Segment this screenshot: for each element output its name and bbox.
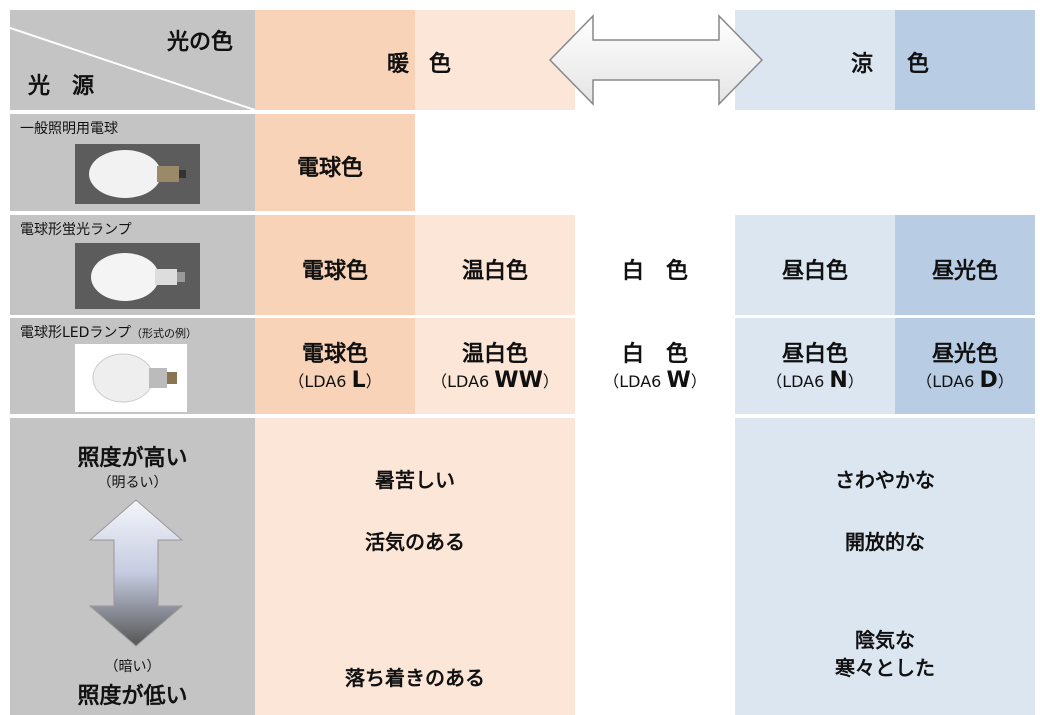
header-warm-2: 色	[415, 10, 575, 110]
header-cool: 涼	[850, 52, 873, 77]
double-arrow	[548, 14, 764, 106]
cell: 昼光色	[895, 215, 1035, 315]
row-label-cell: 一般照明用電球	[10, 114, 255, 211]
model-part: （LDA6	[288, 372, 352, 391]
impression: 活気のある	[365, 530, 465, 554]
impression: 陰気な	[855, 628, 915, 652]
cell-text: 温白色	[461, 342, 528, 367]
header-cool-2: 色	[895, 10, 1035, 110]
header-light-color: 光の色	[166, 30, 233, 55]
cell: 電球色	[255, 114, 415, 211]
header-warm: 暖	[386, 52, 409, 77]
model-part: （LDA6	[916, 372, 980, 391]
row-label: 電球形蛍光ランプ	[20, 222, 132, 238]
diagonal	[10, 27, 255, 110]
row-label-main: 電球形LEDランプ	[20, 325, 132, 341]
vertical-arrow	[88, 499, 184, 647]
header-cool: 色	[907, 52, 930, 77]
cell: 昼白色 （LDA6 N）	[735, 318, 895, 414]
cell-text: 電球色	[297, 156, 364, 181]
model-part: N	[829, 368, 848, 393]
model-part: ）	[690, 372, 707, 391]
row-label: 電球形LEDランプ（形式の例）	[20, 322, 197, 342]
model-part: （LDA6	[603, 372, 667, 391]
impression: 落ち着きのある	[345, 666, 485, 690]
row-label-cell: 電球形蛍光ランプ	[10, 215, 255, 315]
model-part: ）	[542, 372, 559, 391]
bulb-image	[75, 243, 200, 309]
warm-impressions: 暑苦しい 活気のある 落ち着きのある	[255, 418, 575, 715]
header-source: 光 源	[28, 74, 95, 99]
cell-text: 昼光色	[931, 342, 998, 367]
cell-text: 白 色	[621, 259, 688, 284]
model: （LDA6 W）	[575, 368, 735, 393]
model-part: （LDA6	[766, 372, 830, 391]
header-warm-1: 暖	[255, 10, 415, 110]
row-label: 一般照明用電球	[20, 121, 118, 137]
impression: 暑苦しい	[375, 468, 455, 492]
model: （LDA6 L）	[255, 368, 415, 393]
impression: 開放的な	[845, 530, 925, 554]
bulb-image	[75, 144, 200, 204]
cell-text: 昼白色	[781, 259, 848, 284]
low-label: 照度が低い	[77, 684, 188, 709]
cell: 昼光色 （LDA6 D）	[895, 318, 1035, 414]
impression: 寒々とした	[835, 656, 935, 680]
cell-text: 温白色	[461, 259, 528, 284]
row-label-note: （形式の例）	[131, 327, 198, 340]
header-warm: 色	[429, 52, 452, 77]
model: （LDA6 N）	[735, 368, 895, 393]
model-part: （LDA6	[431, 372, 495, 391]
cell: 白 色	[575, 215, 735, 315]
high-note: （明るい）	[97, 475, 168, 491]
low-note: （暗い）	[104, 659, 161, 675]
cell: 電球色 （LDA6 L）	[255, 318, 415, 414]
model-part: ）	[847, 372, 864, 391]
cell: 白 色（LDA6 W）	[575, 318, 735, 414]
model-part: D	[979, 368, 998, 393]
model-part: W	[666, 368, 691, 393]
model: （LDA6 WW）	[415, 368, 575, 393]
model: （LDA6 D）	[895, 368, 1035, 393]
cell: 温白色 （LDA6 WW）	[415, 318, 575, 414]
cell-text: 白 色	[621, 342, 688, 367]
impression: さわやかな	[835, 468, 935, 492]
model-part: L	[351, 368, 366, 393]
cell: 昼白色	[735, 215, 895, 315]
model-part: ）	[997, 372, 1014, 391]
row-label-cell: 電球形LEDランプ（形式の例）	[10, 318, 255, 414]
cell-text: 昼白色	[781, 342, 848, 367]
cool-impressions: さわやかな 開放的な 陰気な 寒々とした	[735, 418, 1035, 715]
bulb-image	[75, 344, 187, 412]
cell: 温白色	[415, 215, 575, 315]
header-corner: 光の色 光 源	[10, 10, 255, 110]
cell-text: 電球色	[301, 259, 368, 284]
model-part: WW	[494, 368, 543, 393]
model-part: ）	[365, 372, 382, 391]
cell-text: 電球色	[301, 342, 368, 367]
brightness-cell: 照度が高い （明るい） （暗い） 照度が低い	[10, 418, 255, 715]
cell-text: 昼光色	[931, 259, 998, 284]
high-label: 照度が高い	[77, 446, 188, 471]
cell: 電球色	[255, 215, 415, 315]
